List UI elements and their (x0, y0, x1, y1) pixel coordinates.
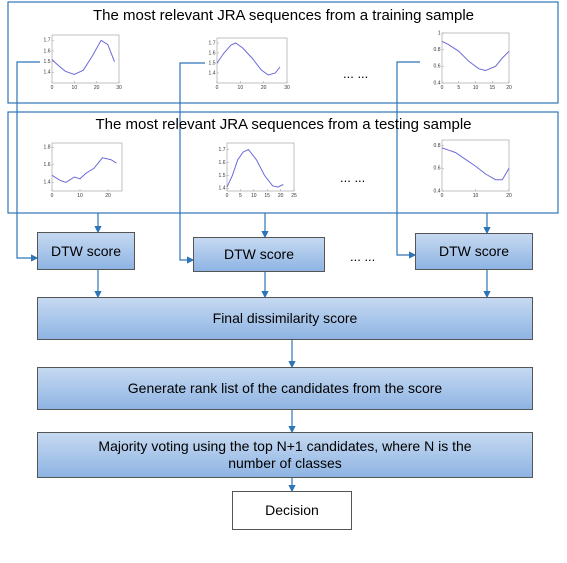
x-tick-label: 10 (77, 193, 83, 199)
x-tick-label: 0 (216, 85, 219, 91)
y-tick-label: 0.8 (434, 143, 441, 149)
y-tick-label: 0.4 (434, 188, 441, 194)
x-tick-label: 0 (226, 193, 229, 199)
curve (441, 147, 510, 181)
panel-frame (7, 1, 559, 104)
x-tick-label: 10 (473, 193, 479, 199)
x-tick-label: 15 (264, 193, 270, 199)
ellipsis: ... ... (340, 170, 366, 185)
curve (226, 148, 284, 188)
y-tick-label: 1 (438, 30, 441, 36)
plot-frame (216, 37, 288, 84)
y-tick-label: 1.4 (44, 70, 51, 76)
ellipsis: ... ... (343, 66, 369, 81)
step-box: Generate rank list of the candidates fro… (37, 367, 533, 410)
x-tick-label: 10 (238, 85, 244, 91)
y-tick-label: 1.8 (44, 145, 51, 151)
x-tick-label: 0 (441, 85, 444, 91)
y-tick-label: 1.7 (209, 40, 216, 46)
step-box: Majority voting using the top N+1 candid… (37, 432, 533, 478)
dtw-box: DTW score (37, 232, 135, 270)
x-tick-label: 20 (94, 85, 100, 91)
dtw-box: DTW score (193, 237, 325, 272)
plot-frame (51, 142, 123, 192)
arrow (179, 62, 205, 264)
y-tick-label: 0.6 (434, 166, 441, 172)
panel-frame (7, 111, 559, 214)
x-tick-label: 10 (251, 193, 257, 199)
x-tick-label: 20 (506, 85, 512, 91)
x-tick-label: 0 (441, 193, 444, 199)
x-tick-label: 0 (51, 85, 54, 91)
y-tick-label: 1.4 (219, 186, 226, 192)
ellipsis: ... ... (350, 249, 376, 264)
y-tick-label: 1.4 (209, 70, 216, 76)
plot-frame (51, 34, 120, 84)
y-tick-label: 0.8 (434, 47, 441, 53)
plot-frame (441, 32, 510, 84)
y-tick-label: 0.6 (434, 64, 441, 70)
x-tick-label: 25 (291, 193, 297, 199)
dtw-box: DTW score (415, 233, 533, 270)
y-tick-label: 1.5 (44, 59, 51, 65)
curve (216, 42, 281, 76)
y-tick-label: 1.6 (219, 160, 226, 166)
y-tick-label: 1.5 (209, 60, 216, 66)
x-tick-label: 15 (489, 85, 495, 91)
x-tick-label: 0 (51, 193, 54, 199)
curve (51, 39, 115, 76)
x-tick-label: 20 (261, 85, 267, 91)
y-tick-label: 1.6 (44, 162, 51, 168)
y-tick-label: 1.7 (219, 147, 226, 153)
y-tick-label: 1.6 (209, 50, 216, 56)
x-tick-label: 5 (239, 193, 242, 199)
x-tick-label: 5 (457, 85, 460, 91)
curve (441, 40, 510, 72)
x-tick-label: 20 (105, 193, 111, 199)
x-tick-label: 10 (72, 85, 78, 91)
x-tick-label: 30 (116, 85, 122, 91)
decision-box: Decision (232, 491, 352, 530)
y-tick-label: 1.5 (219, 173, 226, 179)
arrows (7, 1, 559, 493)
panel-title: The most relevant JRA sequences from a t… (92, 7, 474, 24)
x-tick-label: 30 (284, 85, 290, 91)
arrow (396, 61, 420, 259)
arrow (16, 61, 40, 262)
y-tick-label: 1.4 (44, 180, 51, 186)
panel-title: The most relevant JRA sequences from a t… (95, 116, 472, 133)
step-box: Final dissimilarity score (37, 297, 533, 340)
x-tick-label: 10 (473, 85, 479, 91)
y-tick-label: 1.6 (44, 48, 51, 54)
y-tick-label: 0.4 (434, 80, 441, 86)
y-tick-label: 1.7 (44, 38, 51, 44)
x-tick-label: 20 (506, 193, 512, 199)
curve (51, 157, 117, 183)
x-tick-label: 20 (278, 193, 284, 199)
